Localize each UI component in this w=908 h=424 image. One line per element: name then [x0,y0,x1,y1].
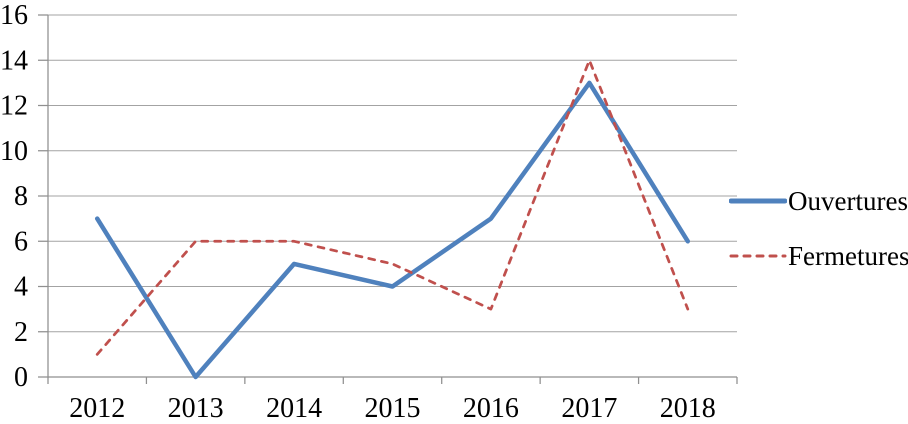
x-axis-tick-label: 2018 [660,393,716,424]
x-axis-tick-label: 2013 [168,393,224,424]
x-axis-tick-label: 2012 [69,393,125,424]
x-axis-tick-label: 2017 [561,393,617,424]
x-axis-tick-label: 2016 [463,393,519,424]
y-axis-tick-label: 8 [14,181,28,212]
series-line-ouvertures[interactable] [94,80,691,380]
y-axis-tick-label: 6 [14,226,28,257]
legend-label-ouvertures: Ouvertures [788,186,908,216]
legend-line-sample-dashed [729,254,787,258]
y-axis-tick-label: 4 [14,272,28,303]
legend-item-fermetures[interactable]: Fermetures [729,241,908,271]
legend-item-ouvertures[interactable]: Ouvertures [729,186,908,216]
series-line-fermetures[interactable] [95,58,690,356]
x-axis-tick-label: 2015 [365,393,421,424]
y-axis-tick-label: 16 [0,0,28,31]
y-axis-tick-label: 0 [14,362,28,393]
y-axis-tick-label: 10 [0,136,28,167]
legend-line-sample-solid [729,198,787,204]
y-axis-tick-label: 14 [0,45,28,76]
legend-label-fermetures: Fermetures [788,241,908,271]
y-axis-tick-label: 12 [0,91,28,122]
chart-legend: Ouvertures Fermetures [729,186,908,271]
x-axis-tick-label: 2014 [266,393,322,424]
y-axis-tick-label: 2 [14,317,28,348]
